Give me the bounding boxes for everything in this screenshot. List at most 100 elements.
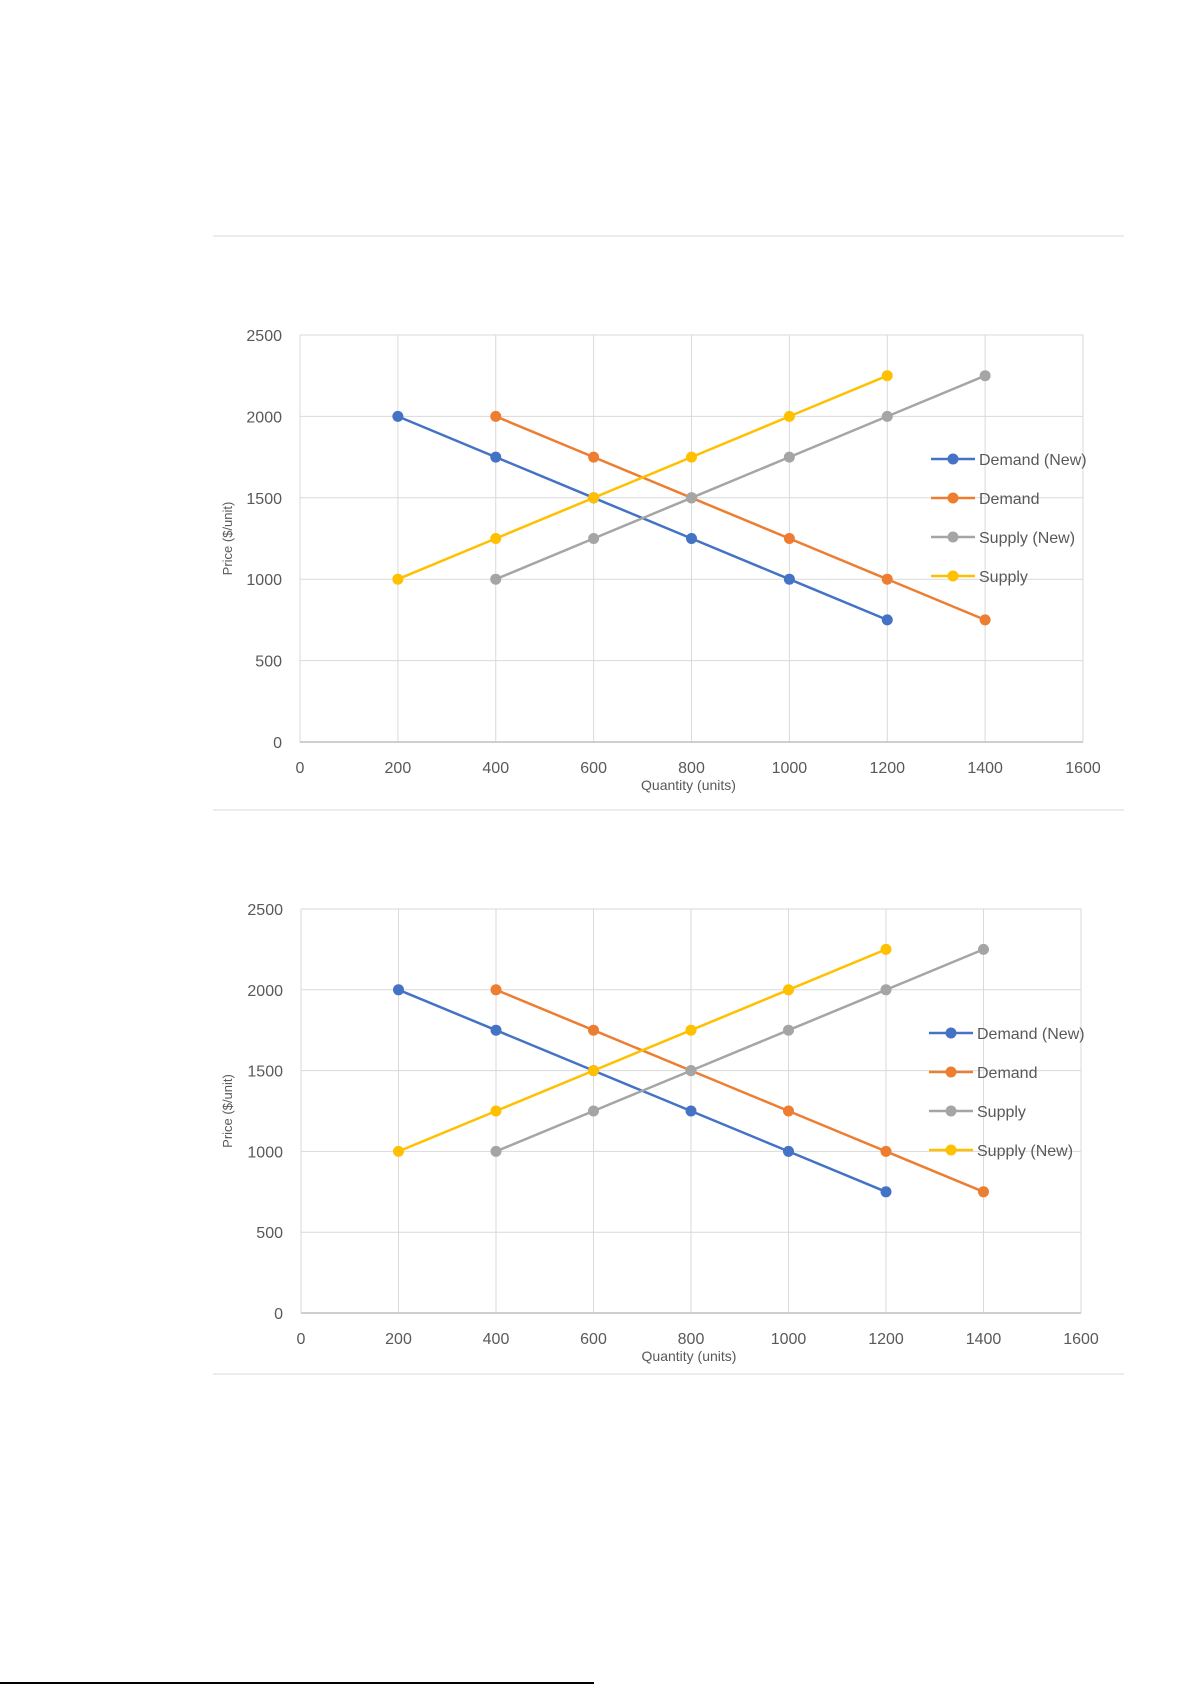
data-point xyxy=(588,1065,599,1077)
legend-label: Demand xyxy=(977,1065,1037,1082)
x-tick-label: 1600 xyxy=(1065,760,1101,777)
x-tick-label: 800 xyxy=(678,1331,705,1348)
data-point xyxy=(490,533,502,544)
data-point xyxy=(393,984,404,996)
data-point xyxy=(881,370,893,382)
data-point xyxy=(686,492,697,504)
x-tick-label: 400 xyxy=(483,1331,510,1348)
legend-label: Supply xyxy=(979,569,1028,586)
data-point xyxy=(783,1024,794,1036)
series-line-supply-new xyxy=(398,948,887,1153)
x-axis-title: Quantity (units) xyxy=(641,777,736,793)
legend-marker xyxy=(947,453,959,465)
series-line-demand xyxy=(495,988,984,1193)
data-point xyxy=(783,410,795,422)
y-tick-label: 1500 xyxy=(246,491,282,508)
data-point xyxy=(588,1024,599,1036)
legend-label: Supply (New) xyxy=(979,530,1075,547)
data-point xyxy=(979,370,991,382)
legend-marker xyxy=(945,1144,957,1156)
data-point xyxy=(979,614,991,626)
x-tick-label: 200 xyxy=(385,760,412,777)
data-point xyxy=(686,533,697,544)
data-point xyxy=(783,1105,794,1117)
y-tick-label: 0 xyxy=(274,1306,283,1323)
chart-1: 0 500 1000 1500 2000 2500 0 200 400 600 800 1000 120… xyxy=(220,328,1101,793)
data-point xyxy=(588,533,600,544)
x-tick-label: 0 xyxy=(296,760,305,777)
data-point xyxy=(490,573,502,585)
data-point xyxy=(880,943,892,955)
data-point xyxy=(393,1145,404,1157)
legend-marker xyxy=(947,531,959,543)
data-point xyxy=(490,1145,502,1157)
data-point xyxy=(588,1105,599,1117)
x-axis-title: Quantity (units) xyxy=(642,1348,737,1364)
y-tick-label: 500 xyxy=(256,1225,283,1242)
y-axis-title: Price ($/unit) xyxy=(220,1074,235,1148)
data-point xyxy=(588,492,600,504)
legend-label: Supply xyxy=(977,1104,1026,1121)
legend-marker xyxy=(945,1105,957,1117)
data-point xyxy=(880,1186,892,1198)
y-tick-label: 2000 xyxy=(246,409,282,426)
x-tick-label: 1400 xyxy=(967,760,1003,777)
data-point xyxy=(685,1024,697,1036)
y-tick-label: 500 xyxy=(255,654,282,671)
y-tick-label: 1000 xyxy=(247,1144,283,1161)
data-point xyxy=(880,984,892,996)
data-point xyxy=(880,1145,892,1157)
data-point xyxy=(783,1145,794,1157)
y-tick-label: 1000 xyxy=(246,572,282,589)
x-tick-label: 1000 xyxy=(772,760,808,777)
legend-label: Demand (New) xyxy=(979,452,1087,469)
data-point xyxy=(881,573,893,585)
x-tick-label: 1400 xyxy=(966,1331,1002,1348)
y-tick-label: 0 xyxy=(273,735,282,752)
y-tick-label: 1500 xyxy=(247,1064,283,1081)
legend-label: Supply (New) xyxy=(977,1143,1073,1160)
data-point xyxy=(978,1186,989,1198)
data-point xyxy=(881,410,893,422)
legend-label: Demand (New) xyxy=(977,1026,1085,1043)
data-point xyxy=(685,1105,697,1117)
data-point xyxy=(392,410,404,422)
data-point xyxy=(490,410,502,422)
y-tick-label: 2500 xyxy=(247,902,283,919)
legend-marker xyxy=(947,570,959,582)
series-line-supply xyxy=(495,948,984,1153)
x-tick-label: 800 xyxy=(678,760,705,777)
data-point xyxy=(783,573,795,585)
legend-marker xyxy=(945,1027,957,1039)
data-point xyxy=(490,984,502,996)
series-line-supply xyxy=(397,374,888,581)
data-point xyxy=(392,573,404,585)
data-point xyxy=(783,984,794,996)
legend-label: Demand xyxy=(979,491,1039,508)
x-tick-label: 1200 xyxy=(868,1331,904,1348)
chart-2: 0 500 1000 1500 2000 2500 0 200 400 600 800 1000 120… xyxy=(220,902,1099,1364)
data-point xyxy=(490,451,502,463)
data-point xyxy=(783,451,795,463)
x-tick-label: 400 xyxy=(482,760,509,777)
data-point xyxy=(685,1065,697,1077)
series-line-supply-new xyxy=(495,374,986,581)
data-point xyxy=(490,1024,502,1036)
x-tick-label: 200 xyxy=(385,1331,412,1348)
x-tick-label: 0 xyxy=(297,1331,306,1348)
x-tick-label: 1200 xyxy=(869,760,905,777)
y-axis-title: Price ($/unit) xyxy=(220,502,235,576)
data-point xyxy=(881,614,893,626)
x-tick-label: 1600 xyxy=(1063,1331,1099,1348)
data-point xyxy=(783,533,795,544)
x-tick-label: 600 xyxy=(580,1331,607,1348)
x-tick-label: 1000 xyxy=(771,1331,807,1348)
y-tick-label: 2500 xyxy=(246,328,282,345)
series-line-demand xyxy=(495,415,986,622)
data-point xyxy=(686,451,697,463)
data-point xyxy=(978,943,989,955)
data-point xyxy=(490,1105,502,1117)
x-tick-label: 600 xyxy=(580,760,607,777)
data-point xyxy=(588,451,600,463)
